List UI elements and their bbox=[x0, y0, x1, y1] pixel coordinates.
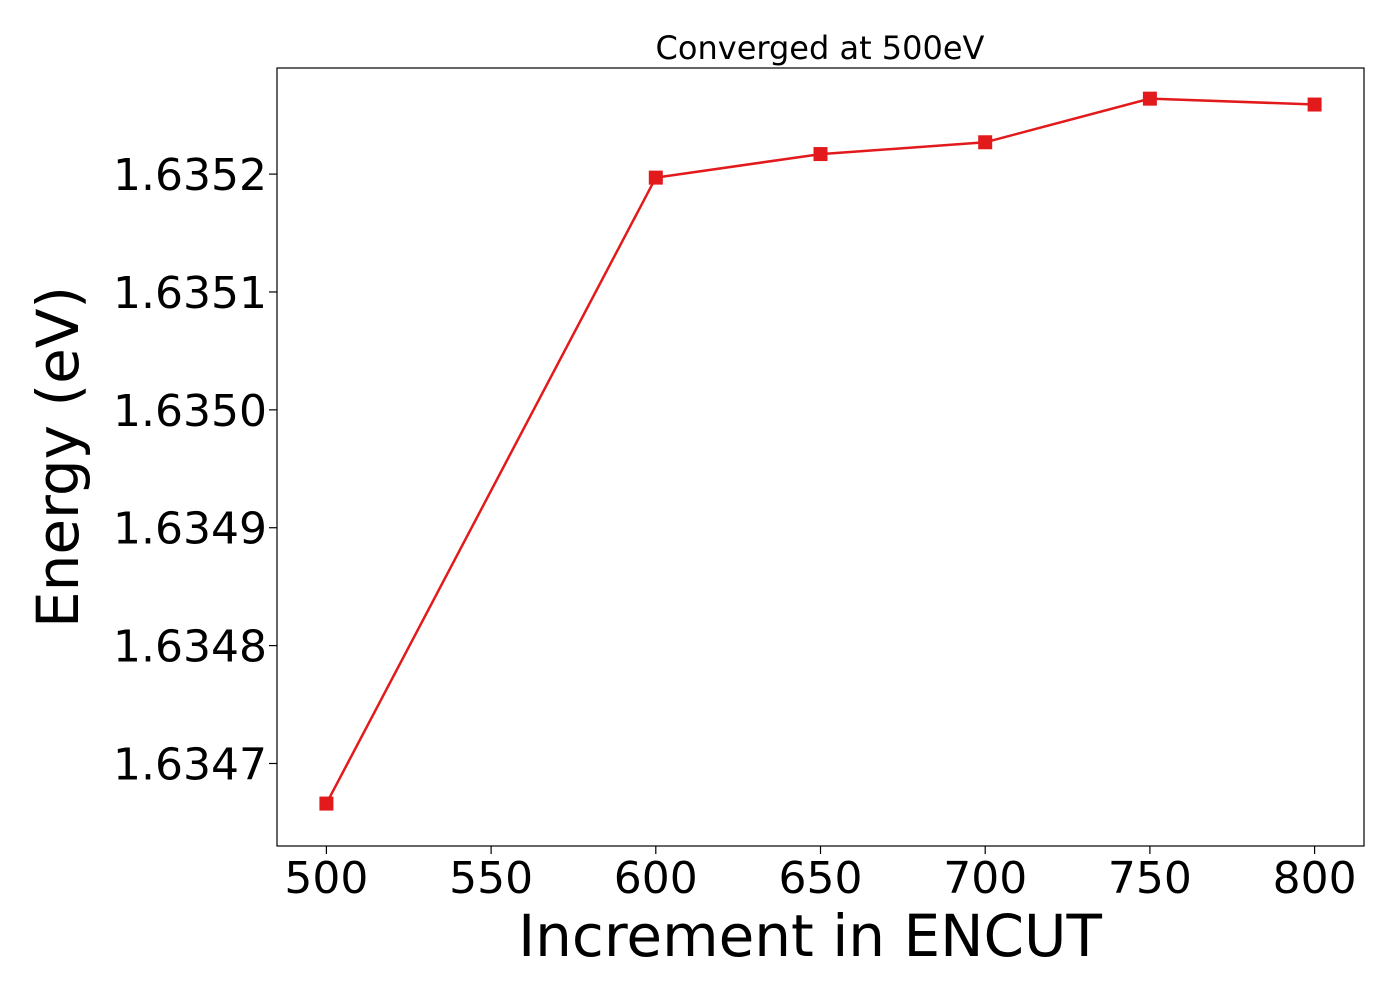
data-point bbox=[813, 147, 828, 162]
y-tick-label: 1.6351 bbox=[113, 268, 267, 319]
y-axis-label: Energy (eV) bbox=[24, 286, 92, 628]
chart-title: Converged at 500eV bbox=[656, 29, 985, 67]
series-line bbox=[325, 97, 1315, 805]
data-point bbox=[319, 796, 334, 811]
x-tick-label: 600 bbox=[614, 853, 698, 904]
x-tick-label: 550 bbox=[449, 853, 533, 904]
x-tick-label: 500 bbox=[284, 853, 368, 904]
data-point bbox=[978, 135, 993, 150]
data-point bbox=[1142, 91, 1157, 106]
y-tick-label: 1.6347 bbox=[113, 739, 267, 790]
series-layer bbox=[319, 91, 1322, 811]
y-axis: 1.6347 1.6348 1.6349 1.6350 1.6351 1.6352 bbox=[113, 150, 277, 790]
data-point bbox=[1307, 97, 1322, 112]
x-tick-label: 700 bbox=[943, 853, 1027, 904]
data-point bbox=[648, 170, 663, 185]
x-tick-label: 800 bbox=[1273, 853, 1357, 904]
plot-area-frame bbox=[276, 67, 1365, 847]
x-tick-label: 650 bbox=[779, 853, 863, 904]
y-tick-label: 1.6350 bbox=[113, 386, 267, 437]
x-axis-label: Increment in ENCUT bbox=[518, 902, 1102, 970]
y-tick-label: 1.6348 bbox=[113, 622, 267, 673]
x-tick-label: 750 bbox=[1108, 853, 1192, 904]
y-tick-label: 1.6352 bbox=[113, 150, 267, 201]
x-axis: 500 550 600 650 700 750 800 bbox=[284, 846, 1357, 904]
y-tick-label: 1.6349 bbox=[113, 504, 267, 555]
